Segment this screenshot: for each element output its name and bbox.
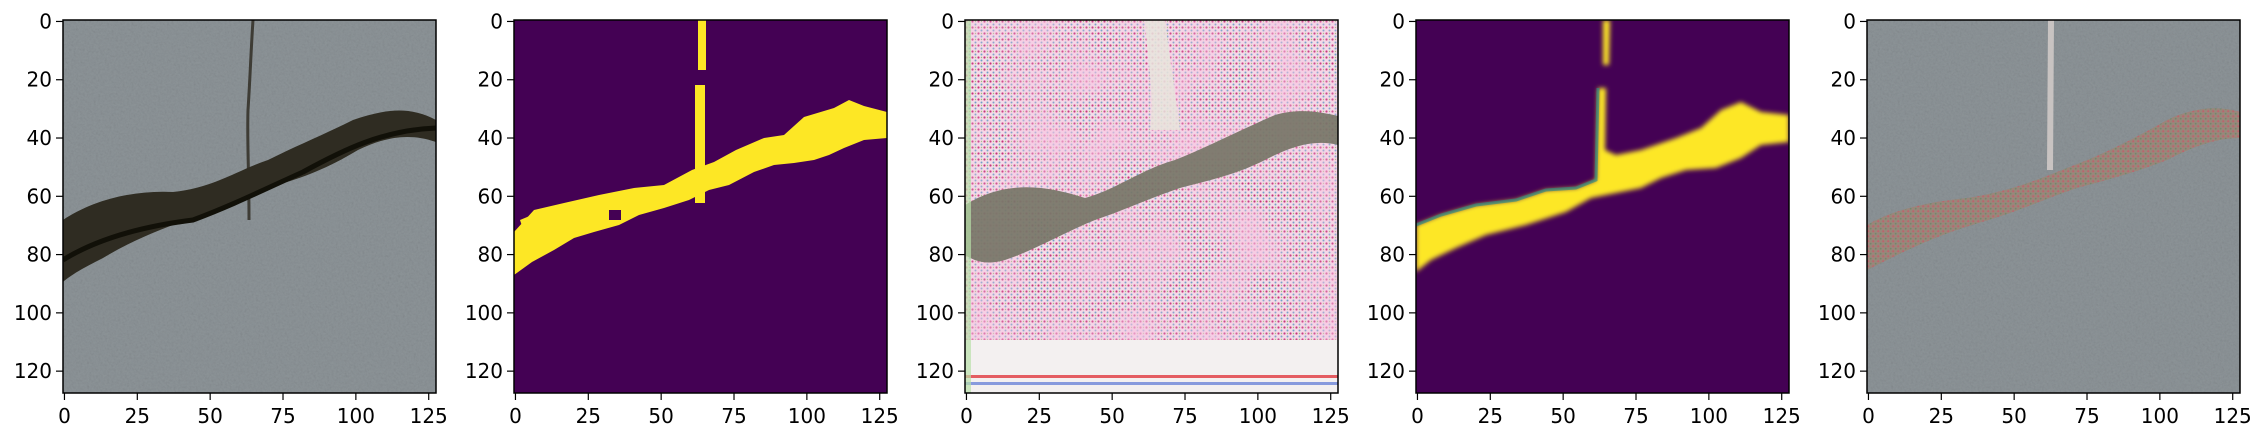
y-tick-label: 40: [27, 126, 52, 150]
x-tick-label: 100: [788, 404, 826, 428]
y-tick-label: 20: [478, 68, 503, 92]
x-tick-label: 50: [1550, 404, 1575, 428]
x-tick-label: 50: [197, 404, 222, 428]
panel-composite-photo: [1866, 19, 2241, 394]
y-tick-label: 100: [14, 301, 52, 325]
y-tick-label: 0: [1392, 9, 1405, 33]
y-tick-label: 60: [929, 184, 954, 208]
y-tick-label: 40: [1380, 126, 1405, 150]
panel-predicted-mask: [1415, 19, 1790, 394]
y-tick-label: 60: [27, 184, 52, 208]
x-tick-label: 125: [2214, 404, 2252, 428]
x-tick-label: 25: [1027, 404, 1052, 428]
x-tick-label: 125: [1312, 404, 1350, 428]
panel-input-concrete-photo: [62, 19, 437, 394]
y-tick-label: 60: [1380, 184, 1405, 208]
y-tick-label: 100: [1818, 301, 1856, 325]
mask-crack: [1416, 20, 1789, 272]
x-tick-label: 100: [1239, 404, 1277, 428]
x-tick-label: 0: [509, 404, 522, 428]
y-tick-label: 0: [941, 9, 954, 33]
y-tick-label: 100: [465, 301, 503, 325]
y-tick-label: 20: [1831, 68, 1856, 92]
x-tick-label: 125: [861, 404, 899, 428]
x-tick-label: 75: [1172, 404, 1197, 428]
y-tick-label: 80: [478, 243, 503, 267]
x-tick-label: 25: [1478, 404, 1503, 428]
y-tick-label: 120: [1818, 359, 1856, 383]
y-tick-label: 80: [1380, 243, 1405, 267]
x-tick-label: 125: [1763, 404, 1801, 428]
y-tick-label: 20: [27, 68, 52, 92]
x-tick-label: 100: [1690, 404, 1728, 428]
y-tick-label: 100: [1367, 301, 1405, 325]
x-tick-label: 100: [337, 404, 375, 428]
y-tick-label: 60: [478, 184, 503, 208]
panel-ground-truth-mask: [513, 19, 888, 394]
x-tick-label: 75: [721, 404, 746, 428]
x-tick-label: 50: [648, 404, 673, 428]
y-tick-label: 80: [27, 243, 52, 267]
x-tick-label: 0: [1411, 404, 1424, 428]
x-tick-label: 50: [1099, 404, 1124, 428]
y-tick-label: 0: [490, 9, 503, 33]
x-tick-label: 100: [2141, 404, 2179, 428]
x-tick-label: 0: [58, 404, 71, 428]
y-tick-label: 20: [1380, 68, 1405, 92]
x-tick-label: 50: [2001, 404, 2026, 428]
y-tick-label: 20: [929, 68, 954, 92]
x-tick-label: 0: [1862, 404, 1875, 428]
y-tick-label: 100: [916, 301, 954, 325]
y-tick-label: 60: [1831, 184, 1856, 208]
x-tick-label: 75: [270, 404, 295, 428]
x-tick-label: 75: [2074, 404, 2099, 428]
y-tick-label: 40: [929, 126, 954, 150]
y-tick-label: 120: [14, 359, 52, 383]
y-tick-label: 80: [1831, 243, 1856, 267]
y-tick-label: 0: [39, 9, 52, 33]
y-tick-label: 40: [1831, 126, 1856, 150]
y-tick-label: 120: [1367, 359, 1405, 383]
x-tick-label: 25: [1929, 404, 1954, 428]
mask-crack: [514, 100, 887, 275]
x-tick-label: 25: [576, 404, 601, 428]
crack-shape: [965, 111, 1338, 263]
y-tick-label: 80: [929, 243, 954, 267]
x-tick-label: 25: [125, 404, 150, 428]
y-tick-label: 120: [465, 359, 503, 383]
crack-shape: [1867, 108, 2240, 270]
x-tick-label: 75: [1623, 404, 1648, 428]
x-tick-label: 125: [410, 404, 448, 428]
x-tick-label: 0: [960, 404, 973, 428]
y-tick-label: 0: [1843, 9, 1856, 33]
y-tick-label: 40: [478, 126, 503, 150]
panel-generated-texture: [964, 19, 1339, 394]
y-tick-label: 120: [916, 359, 954, 383]
artifact-dot-row: [965, 375, 1338, 385]
